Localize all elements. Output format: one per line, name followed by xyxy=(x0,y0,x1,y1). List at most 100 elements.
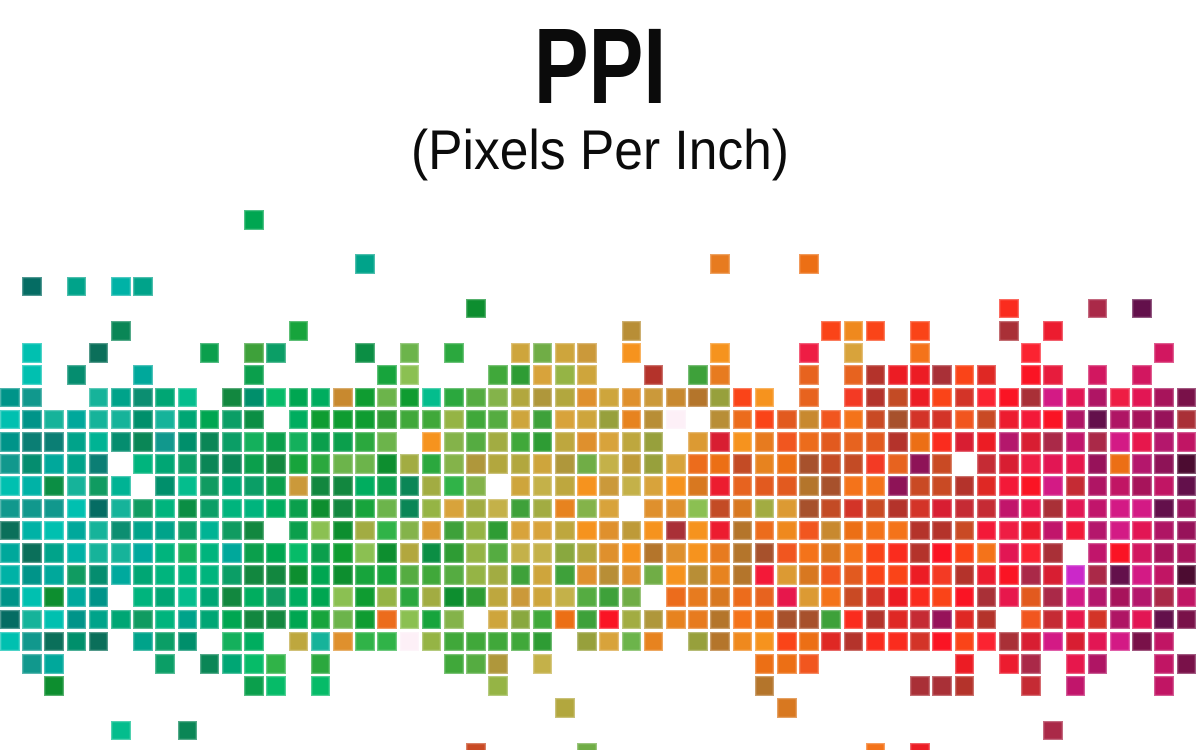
mosaic-cell xyxy=(976,498,997,519)
mosaic-cell xyxy=(1132,432,1152,452)
mosaic-cell xyxy=(1154,454,1174,474)
mosaic-cell xyxy=(532,365,553,385)
mosaic-cell xyxy=(532,387,553,408)
mosaic-cell xyxy=(688,631,708,652)
mosaic-cell xyxy=(1176,476,1197,496)
mosaic-cell xyxy=(1043,454,1063,474)
mosaic-cell xyxy=(1110,587,1130,607)
mosaic-cell xyxy=(555,698,575,718)
mosaic-cell xyxy=(865,454,886,474)
mosaic-cell xyxy=(222,476,242,496)
mosaic-cell xyxy=(888,498,908,519)
mosaic-cell xyxy=(444,609,464,630)
mosaic-cell xyxy=(865,498,886,519)
mosaic-cell xyxy=(377,587,397,607)
mosaic-cell xyxy=(799,609,819,630)
mosaic-cell xyxy=(555,432,575,452)
mosaic-cell xyxy=(1021,343,1041,363)
mosaic-cell xyxy=(288,498,309,519)
mosaic-cell xyxy=(577,432,597,452)
mosaic-cell xyxy=(555,476,575,496)
mosaic-cell xyxy=(355,387,375,408)
mosaic-cell xyxy=(44,631,64,652)
mosaic-cell xyxy=(266,676,286,696)
mosaic-cell xyxy=(310,409,331,430)
mosaic-cell xyxy=(377,609,397,630)
mosaic-cell xyxy=(910,498,930,519)
mosaic-cell xyxy=(88,565,109,585)
mosaic-cell xyxy=(1065,432,1086,452)
mosaic-cell xyxy=(643,609,664,630)
mosaic-cell xyxy=(466,565,486,585)
mosaic-cell xyxy=(532,343,553,363)
mosaic-cell xyxy=(44,565,64,585)
mosaic-cell xyxy=(1087,387,1108,408)
mosaic-cell xyxy=(843,454,864,474)
mosaic-cell xyxy=(288,321,309,341)
mosaic-cell xyxy=(932,476,952,496)
mosaic-cell xyxy=(1132,498,1152,519)
mosaic-cell xyxy=(910,631,930,652)
mosaic-cell xyxy=(88,409,109,430)
mosaic-cell xyxy=(0,587,20,607)
mosaic-cell xyxy=(932,565,952,585)
mosaic-cell xyxy=(1021,409,1041,430)
mosaic-cell xyxy=(155,432,175,452)
mosaic-cell xyxy=(244,210,264,230)
mosaic-cell xyxy=(244,676,264,696)
mosaic-cell xyxy=(355,254,375,274)
mosaic-cell xyxy=(599,565,619,585)
mosaic-cell xyxy=(155,565,175,585)
mosaic-cell xyxy=(288,520,309,541)
mosaic-cell xyxy=(621,409,642,430)
mosaic-cell xyxy=(133,609,153,630)
mosaic-cell xyxy=(1043,543,1063,563)
mosaic-cell xyxy=(577,520,597,541)
mosaic-cell xyxy=(266,654,286,674)
mosaic-cell xyxy=(488,609,508,630)
mosaic-cell xyxy=(1087,587,1108,607)
mosaic-cell xyxy=(688,587,708,607)
mosaic-cell xyxy=(577,543,597,563)
mosaic-cell xyxy=(1021,365,1041,385)
mosaic-cell xyxy=(843,543,864,563)
mosaic-cell xyxy=(177,565,198,585)
mosaic-cell xyxy=(643,520,664,541)
mosaic-cell xyxy=(754,654,775,674)
mosaic-cell xyxy=(732,432,753,452)
mosaic-cell xyxy=(399,365,420,385)
mosaic-cell xyxy=(1021,432,1041,452)
mosaic-cell xyxy=(421,565,442,585)
mosaic-cell xyxy=(954,565,975,585)
mosaic-cell xyxy=(1154,565,1174,585)
mosaic-cell xyxy=(932,432,952,452)
mosaic-cell xyxy=(599,432,619,452)
mosaic-cell xyxy=(1065,609,1086,630)
mosaic-cell xyxy=(843,365,864,385)
mosaic-cell xyxy=(288,543,309,563)
mosaic-cell xyxy=(222,565,242,585)
mosaic-cell xyxy=(377,520,397,541)
mosaic-cell xyxy=(754,609,775,630)
mosaic-cell xyxy=(310,587,331,607)
mosaic-cell xyxy=(111,432,131,452)
mosaic-cell xyxy=(777,520,797,541)
mosaic-cell xyxy=(621,432,642,452)
mosaic-cell xyxy=(111,498,131,519)
mosaic-cell xyxy=(488,676,508,696)
mosaic-cell xyxy=(288,432,309,452)
mosaic-cell xyxy=(1154,631,1174,652)
mosaic-cell xyxy=(0,498,20,519)
mosaic-cell xyxy=(843,409,864,430)
mosaic-cell xyxy=(1043,432,1063,452)
mosaic-cell xyxy=(0,387,20,408)
mosaic-cell xyxy=(577,454,597,474)
mosaic-cell xyxy=(177,387,198,408)
mosaic-cell xyxy=(621,343,642,363)
mosaic-cell xyxy=(399,587,420,607)
mosaic-cell xyxy=(888,587,908,607)
mosaic-cell xyxy=(532,520,553,541)
mosaic-cell xyxy=(1043,520,1063,541)
mosaic-cell xyxy=(932,676,952,696)
